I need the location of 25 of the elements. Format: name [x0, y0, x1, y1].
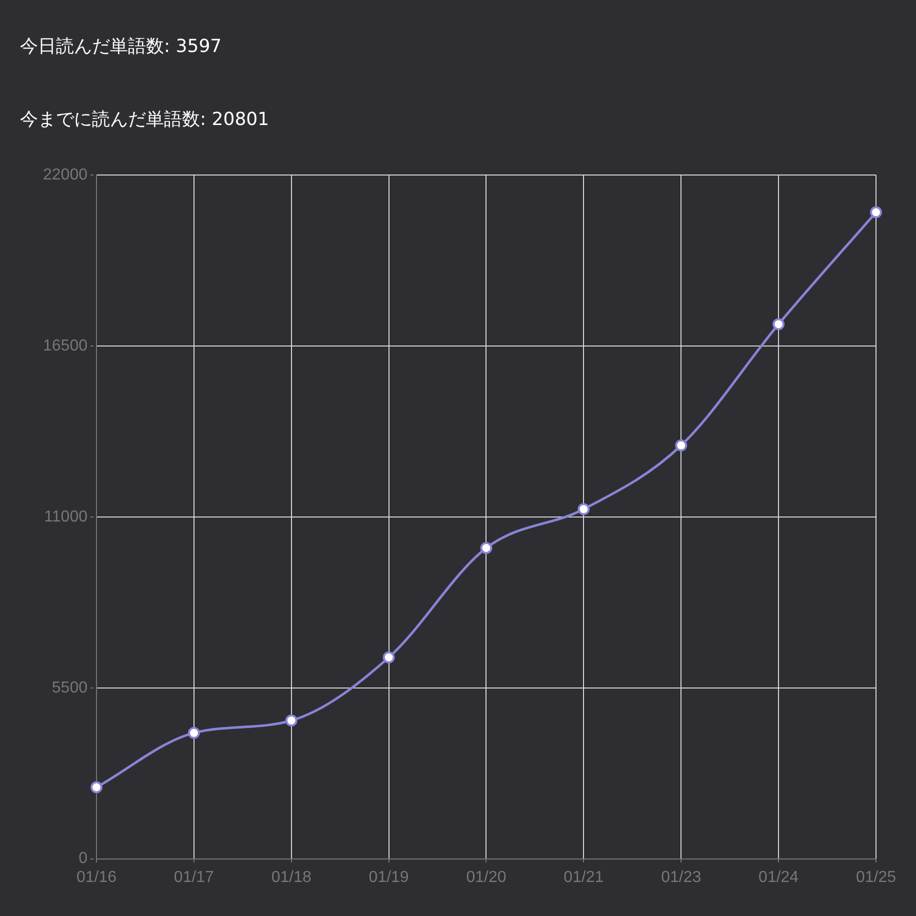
- x-tick-label: 01/19: [368, 868, 409, 886]
- point: [382, 651, 395, 664]
- x-tick-label: 01/24: [758, 868, 799, 886]
- x-tick-label: 01/23: [661, 868, 702, 886]
- chart-title: 今日読んだ単語数: 3597: [20, 35, 222, 58]
- x-tick-label: 01/18: [271, 868, 312, 886]
- point: [578, 503, 590, 516]
- x-tick-label: 01/16: [76, 868, 117, 886]
- point: [480, 542, 492, 554]
- x-tick-label: 01/20: [466, 868, 506, 886]
- y-tick-label: 0: [78, 850, 88, 868]
- y-tick-label: 22000: [42, 166, 88, 184]
- x-tick-label: 01/21: [564, 868, 604, 886]
- y-tick-label: 11000: [44, 508, 88, 526]
- point: [285, 714, 298, 726]
- point: [675, 439, 688, 452]
- point: [870, 206, 882, 218]
- point: [772, 318, 785, 330]
- chart-subtitle: 今までに読んだ単語数: 20801: [20, 108, 270, 131]
- x-tick-label: 01/25: [856, 868, 896, 886]
- point: [90, 781, 102, 794]
- x-tick-label: 01/17: [174, 868, 214, 886]
- y-tick-label: 5500: [52, 679, 88, 696]
- point: [188, 726, 200, 739]
- y-tick-label: 16500: [42, 337, 88, 354]
